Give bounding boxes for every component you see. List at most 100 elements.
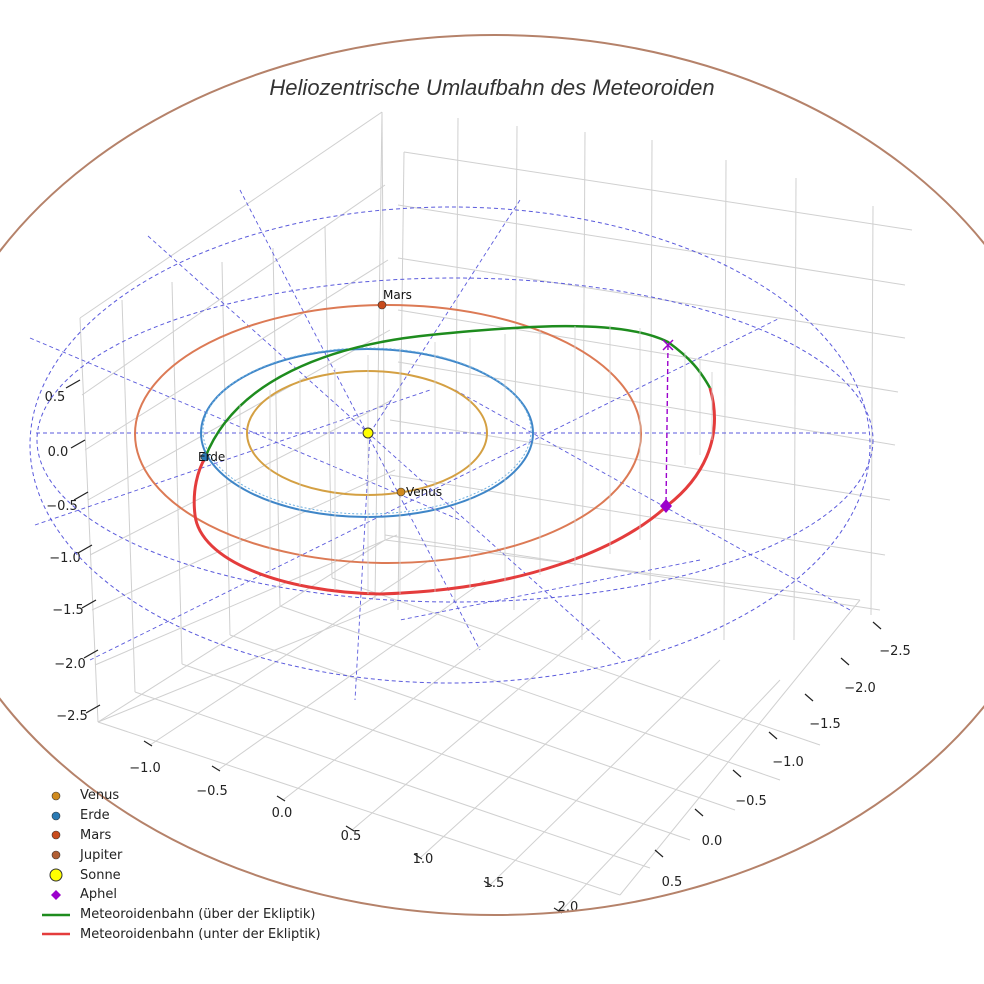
- z-tick-label: −2.0: [54, 657, 86, 672]
- floor-grid-line: [419, 639, 661, 859]
- z-tick-mark: [65, 379, 81, 389]
- z-tick-label: −2.5: [56, 709, 88, 724]
- ecliptic-ring-outer: [29, 206, 871, 684]
- y-tick-mark: [840, 657, 850, 666]
- y-tick-mark: [654, 849, 664, 858]
- legend-symbol-icon: [40, 847, 80, 863]
- back-grid-line: [397, 204, 906, 286]
- sun-marker: [362, 427, 374, 439]
- left-grid-line: [89, 399, 393, 556]
- legend-label: Meteoroidenbahn (unter der Ekliptik): [80, 926, 321, 942]
- legend-symbol-icon: [40, 907, 80, 923]
- ecliptic-ray: [399, 559, 701, 621]
- z-tick-mark: [77, 544, 93, 554]
- left-grid-line: [79, 317, 99, 723]
- back-grid-line: [403, 151, 913, 231]
- left-grid-line: [171, 281, 183, 665]
- left-grid-line: [272, 247, 281, 607]
- legend-symbol-icon: [40, 887, 80, 903]
- ecliptic-ray: [239, 189, 481, 651]
- y-tick-mark: [768, 731, 778, 740]
- aphel-diamond: [660, 499, 672, 513]
- legend-label: Erde: [80, 808, 110, 824]
- left-grid-line: [81, 184, 386, 396]
- x-tick-label: 1.5: [484, 876, 505, 891]
- ecliptic-ray: [369, 199, 521, 434]
- z-tick-mark: [73, 491, 89, 501]
- orbits-layer: [0, 34, 984, 916]
- orbit-mars: [134, 304, 642, 564]
- back-grid-line: [384, 534, 881, 611]
- y-tick-label: −1.5: [809, 717, 841, 732]
- orbit-jupiter: [0, 34, 984, 916]
- planet-erde: [200, 452, 210, 462]
- legend-item: Venus: [40, 786, 321, 806]
- left-grid-line: [84, 259, 389, 451]
- back-grid-line: [723, 159, 727, 641]
- legend-label: Meteoroidenbahn (über der Ekliptik): [80, 907, 316, 923]
- legend-symbol-icon: [40, 926, 80, 942]
- floor-grid-line: [134, 691, 651, 869]
- floor-grid-line: [97, 539, 386, 723]
- legend-item: Sonne: [40, 865, 321, 885]
- back-grid-line: [513, 125, 518, 611]
- legend-symbol-icon: [40, 808, 80, 824]
- axis-grid: [79, 111, 913, 913]
- z-tick-label: −1.5: [52, 603, 84, 618]
- z-tick-mark: [81, 599, 97, 609]
- legend-item: Meteoroidenbahn (unter der Ekliptik): [40, 925, 321, 945]
- ecliptic-ray: [147, 235, 623, 661]
- z-tick-label: 0.5: [45, 390, 66, 405]
- aphel-projection-x: [662, 339, 674, 351]
- planet-venus: [396, 487, 406, 497]
- y-tick-mark: [804, 693, 814, 702]
- z-tick-label: −1.0: [49, 551, 81, 566]
- y-tick-label: 0.0: [702, 834, 723, 849]
- x-tick-mark: [276, 795, 286, 802]
- legend: Venus Erde Mars Jupiter Sonne Aphel Meteoroide…: [40, 786, 321, 944]
- back-grid-line: [870, 205, 874, 616]
- z-tick-label: −0.5: [46, 499, 78, 514]
- legend-label: Venus: [80, 788, 120, 804]
- x-tick-mark: [345, 825, 355, 832]
- left-grid-line: [381, 111, 386, 541]
- planet-mars: [377, 300, 387, 310]
- x-tick-label: 1.0: [413, 852, 434, 867]
- left-grid-line: [121, 299, 136, 693]
- planet-label-venus: Venus: [406, 485, 442, 499]
- x-tick-label: 0.0: [272, 806, 293, 821]
- left-grid-line: [324, 225, 333, 579]
- legend-item: Erde: [40, 806, 321, 826]
- meteoroid-below: [192, 387, 716, 596]
- planet-label-mars: Mars: [383, 288, 412, 302]
- left-grid-line: [79, 111, 383, 319]
- ecliptic-ray: [29, 337, 461, 521]
- z-tick-mark: [83, 649, 99, 659]
- y-tick-label: −2.5: [879, 644, 911, 659]
- back-grid-line: [793, 177, 797, 641]
- left-grid-line: [97, 599, 399, 723]
- floor-grid-line: [351, 619, 601, 831]
- legend-symbol-icon: [40, 788, 80, 804]
- legend-item: Aphel: [40, 885, 321, 905]
- floor-grid-line: [279, 605, 781, 781]
- y-tick-label: −1.0: [772, 755, 804, 770]
- z-tick-mark: [70, 439, 86, 449]
- ecliptic-ray: [354, 432, 371, 701]
- legend-label: Mars: [80, 827, 112, 843]
- floor-grid-line: [619, 599, 861, 896]
- x-tick-mark: [211, 765, 221, 772]
- back-grid-line: [454, 117, 459, 601]
- y-tick-label: −0.5: [735, 794, 767, 809]
- x-tick-label: −0.5: [196, 784, 228, 799]
- orbit-erde: [200, 348, 534, 518]
- back-grid-line: [389, 474, 886, 556]
- x-tick-label: −1.0: [129, 761, 161, 776]
- floor-grid-line: [217, 579, 486, 771]
- y-tick-mark: [872, 621, 882, 630]
- z-tick-label: 0.0: [48, 445, 69, 460]
- back-grid-line: [397, 361, 896, 446]
- floor-grid-line: [489, 659, 721, 886]
- z-tick-mark: [85, 704, 101, 714]
